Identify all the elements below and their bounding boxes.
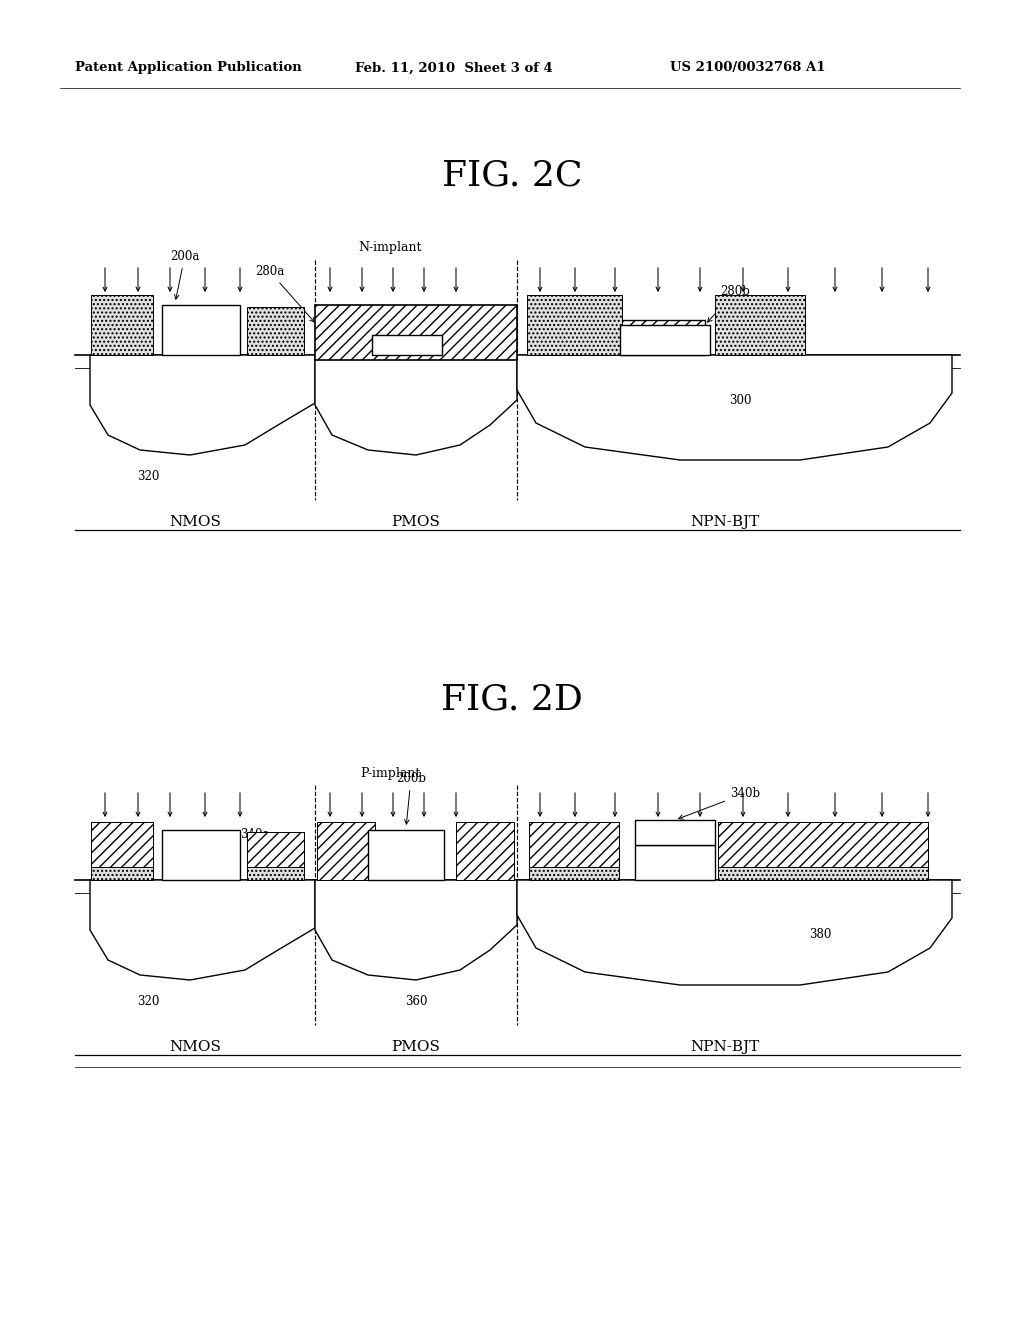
Text: PMOS: PMOS [391,1040,440,1053]
Bar [529,822,618,880]
Polygon shape [517,880,952,985]
Polygon shape [90,355,315,455]
Text: PMOS: PMOS [391,515,440,529]
Bar [162,830,240,880]
Text: NMOS: NMOS [169,1040,221,1053]
Bar [715,294,805,355]
Bar [91,822,153,867]
Text: FIG. 2C: FIG. 2C [441,158,583,191]
Bar [456,822,514,880]
Bar [315,305,517,360]
Bar [247,832,304,880]
Text: 320: 320 [137,995,159,1008]
Text: 340b: 340b [679,787,760,820]
Polygon shape [90,880,315,979]
Text: 300: 300 [729,393,752,407]
Text: 280b: 280b [708,285,750,322]
Text: 200a: 200a [170,249,200,300]
Bar [91,294,153,355]
Text: 200b: 200b [396,772,426,824]
Bar [368,830,444,880]
Text: US 2100/0032768 A1: US 2100/0032768 A1 [670,62,825,74]
Polygon shape [517,355,952,459]
Polygon shape [315,880,517,979]
Bar [527,294,622,355]
Bar [162,305,240,355]
Bar [635,845,715,880]
Text: P-implant: P-implant [359,767,420,780]
Text: N-implant: N-implant [358,242,422,255]
Text: 280a: 280a [255,265,314,322]
Text: 340a: 340a [166,829,269,874]
Text: 380: 380 [809,928,831,941]
Bar [247,832,304,867]
Text: 360: 360 [404,995,427,1008]
Bar [372,335,442,355]
Text: NMOS: NMOS [169,515,221,529]
Text: Patent Application Publication: Patent Application Publication [75,62,302,74]
Text: Feb. 11, 2010  Sheet 3 of 4: Feb. 11, 2010 Sheet 3 of 4 [355,62,553,74]
Bar [247,308,304,355]
Polygon shape [315,355,517,455]
Bar [718,822,928,880]
Bar [635,820,715,845]
Bar [620,325,710,355]
Text: NPN-BJT: NPN-BJT [690,515,760,529]
Text: NPN-BJT: NPN-BJT [690,1040,760,1053]
Bar [620,319,705,355]
Bar [91,822,153,880]
Text: FIG. 2D: FIG. 2D [441,682,583,717]
Bar [529,822,618,867]
Text: 320: 320 [137,470,159,483]
Bar [718,822,928,867]
Bar [317,822,375,880]
